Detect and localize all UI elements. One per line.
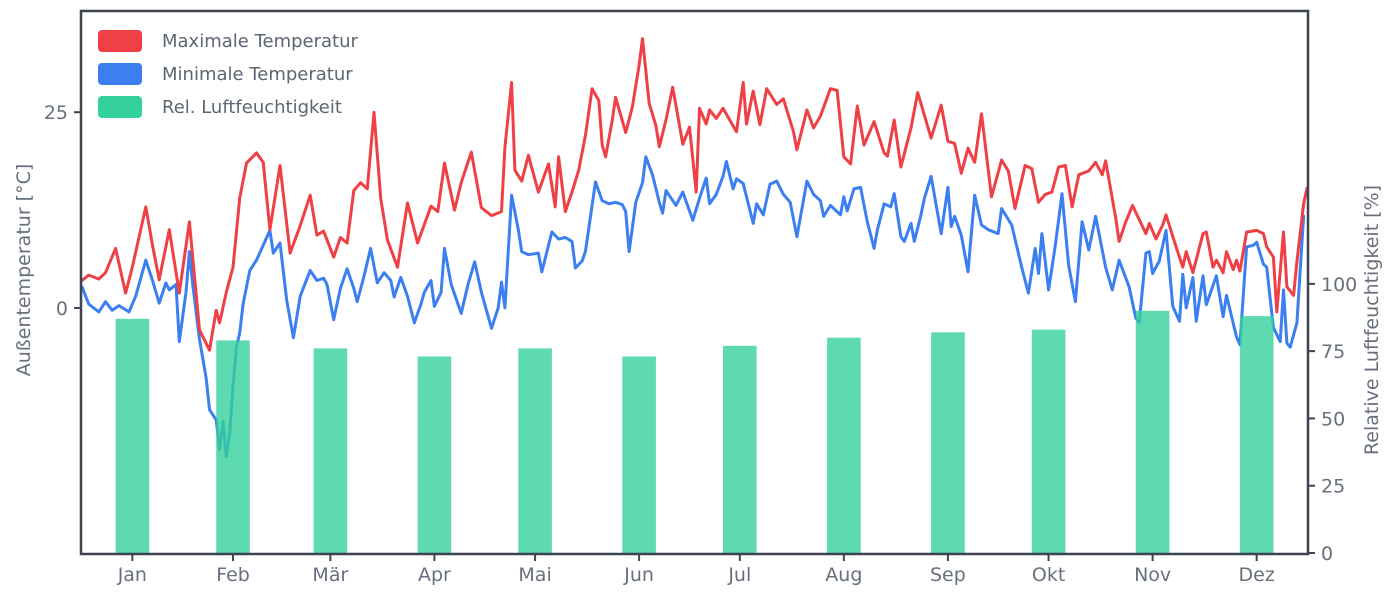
- humidity-bar-dez: [1239, 316, 1274, 553]
- x-axis-ticks: Jan Feb Mär Apr Mai Jun Jul Aug Sep Okt Nov Dez: [117, 554, 1275, 586]
- legend: Maximale Temperatur Minimale Temperatur …: [98, 30, 358, 118]
- x-tick-label-feb: Feb: [216, 564, 250, 586]
- left-tick-label: 25: [44, 102, 68, 124]
- x-tick-label-nov: Nov: [1134, 564, 1171, 586]
- legend-label-max-temp: Maximale Temperatur: [162, 30, 358, 52]
- humidity-bar-nov: [1135, 310, 1170, 553]
- left-tick-label: 0: [56, 298, 68, 320]
- x-tick-label-apr: Apr: [418, 564, 451, 586]
- plot-border: [79, 9, 1310, 556]
- right-tick-label: 50: [1321, 408, 1345, 430]
- right-tick-label: 25: [1321, 476, 1345, 498]
- legend-swatch-humidity-icon: [98, 96, 142, 118]
- x-tick-label-aug: Aug: [825, 564, 862, 586]
- left-axis-title: Außentemperatur [°C]: [13, 163, 35, 377]
- legend-label-humidity: Rel. Luftfeuchtigkeit: [162, 96, 342, 118]
- x-tick-label-mai: Mai: [518, 564, 551, 586]
- legend-swatch-min-temp-icon: [98, 63, 142, 85]
- min-temp-line: [80, 155, 1306, 459]
- x-tick-label-jun: Jun: [623, 564, 654, 586]
- humidity-bar-jan: [115, 318, 150, 553]
- humidity-bar-mai: [518, 348, 552, 553]
- humidity-bar-mär: [313, 348, 348, 553]
- humidity-bar-jul: [723, 345, 757, 553]
- humidity-bar-okt: [1031, 329, 1066, 553]
- max-temp-line: [80, 37, 1309, 352]
- humidity-bar-jun: [622, 356, 656, 553]
- x-tick-label-mär: Mär: [312, 564, 348, 586]
- right-tick-label: 100: [1321, 274, 1357, 296]
- right-tick-label: 75: [1321, 341, 1345, 363]
- right-axis-title: Relative Luftfeuchtigkeit [%]: [1361, 184, 1383, 456]
- humidity-bar-sep: [931, 332, 965, 553]
- legend-item-humidity: Rel. Luftfeuchtigkeit: [98, 96, 358, 118]
- right-tick-label: 0: [1321, 543, 1333, 565]
- x-tick-label-sep: Sep: [930, 564, 966, 586]
- x-tick-label-jan: Jan: [117, 564, 147, 586]
- legend-label-min-temp: Minimale Temperatur: [162, 63, 353, 85]
- x-tick-label-okt: Okt: [1032, 564, 1065, 586]
- legend-item-max-temp: Maximale Temperatur: [98, 30, 358, 52]
- humidity-bar-feb: [216, 340, 250, 553]
- temperature-lines: [80, 37, 1309, 459]
- legend-swatch-max-temp-icon: [98, 30, 142, 52]
- x-tick-label-jul: Jul: [727, 564, 751, 586]
- humidity-bar-aug: [827, 337, 861, 553]
- x-tick-label-dez: Dez: [1239, 564, 1275, 586]
- humidity-bars: [115, 310, 1274, 553]
- left-axis-ticks: 0 25: [44, 102, 81, 320]
- right-axis-ticks: 0 25 50 75 100: [1308, 274, 1357, 565]
- legend-item-min-temp: Minimale Temperatur: [98, 63, 358, 85]
- humidity-bar-apr: [417, 356, 452, 553]
